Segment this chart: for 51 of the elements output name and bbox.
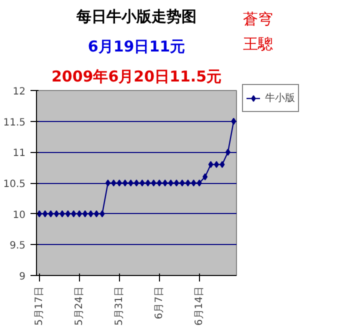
point [105, 180, 110, 186]
y-tick-label: 11 [12, 148, 26, 160]
point [151, 180, 156, 186]
point [48, 210, 54, 218]
point [42, 210, 48, 218]
point [168, 180, 174, 186]
point [140, 180, 145, 186]
point [225, 148, 230, 156]
y-tick-label: 9 [19, 272, 26, 282]
legend-label: 牛小版 [265, 92, 295, 105]
point [185, 180, 190, 186]
y-tick-label: 12 [12, 86, 26, 98]
point [71, 210, 76, 218]
x-tick-label: 5月17日 [34, 286, 45, 326]
point [82, 210, 88, 218]
point [65, 210, 70, 218]
point [220, 161, 225, 168]
text: 蒼穹 [243, 9, 273, 30]
point [128, 180, 134, 186]
point [174, 180, 179, 186]
point [202, 173, 208, 180]
x-tick-label: 5月31日 [114, 286, 125, 326]
text: 2009年6月20日11.5元 [51, 68, 222, 86]
point [208, 161, 214, 168]
point [111, 180, 116, 186]
point [76, 210, 82, 218]
x-tick-label: 6月7日 [154, 286, 165, 320]
y-tick-label: 10 [12, 210, 26, 221]
y-tick-label: 10.5 [3, 179, 26, 190]
point [196, 180, 202, 186]
x-tick-label: 6月14日 [194, 286, 205, 326]
point [180, 180, 185, 186]
point [88, 210, 94, 218]
y-tick-label: 11.5 [3, 117, 26, 128]
point [100, 210, 105, 218]
x-tick-label: 5月24日 [74, 286, 85, 326]
point [214, 161, 219, 168]
text: 王驄 [243, 34, 273, 56]
point [231, 118, 236, 125]
point [116, 180, 122, 186]
chart-subtitle: 6月19日11元 [88, 38, 186, 56]
y-tick-label: 9.5 [10, 240, 26, 252]
chart-title: 每日牛小版走势图 [76, 8, 196, 26]
point [145, 180, 150, 186]
point [134, 180, 139, 186]
point [122, 180, 128, 186]
point [156, 180, 162, 186]
point [162, 180, 168, 186]
point [191, 180, 196, 186]
point [36, 210, 42, 218]
point [60, 210, 65, 218]
